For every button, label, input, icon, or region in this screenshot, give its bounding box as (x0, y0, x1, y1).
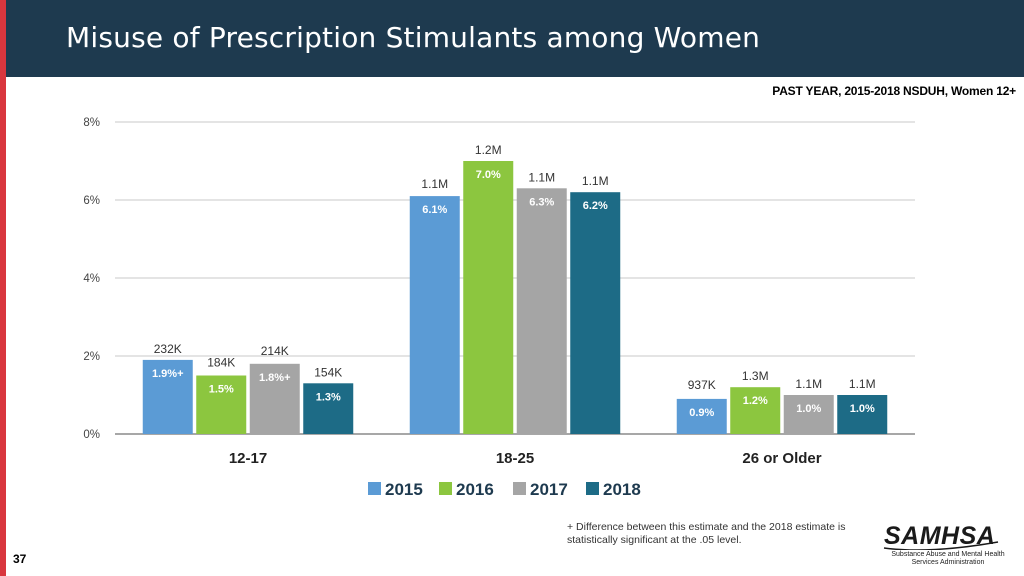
bar-value-label: 1.3% (316, 391, 341, 403)
bar (676, 398, 727, 434)
legend-label: 2015 (385, 480, 423, 499)
page-title: Misuse of Prescription Stimulants among … (66, 21, 761, 54)
header-bar: Misuse of Prescription Stimulants among … (0, 0, 1024, 77)
bar (303, 383, 354, 434)
x-category-label: 26 or Older (742, 450, 821, 467)
bar (249, 363, 300, 434)
page-number: 37 (13, 552, 27, 566)
logo-swoosh-icon (883, 541, 999, 550)
y-tick-label: 0% (83, 429, 100, 441)
bar (837, 395, 888, 434)
legend-label: 2016 (456, 480, 494, 499)
legend-swatch (513, 482, 526, 495)
bar (142, 359, 193, 434)
bar-count-label: 214K (261, 344, 289, 358)
bar (196, 375, 247, 434)
bar-count-label: 1.2M (475, 143, 502, 157)
bar-value-label: 1.9%+ (152, 368, 184, 380)
legend-swatch (368, 482, 381, 495)
bar-value-label: 0.9% (689, 407, 714, 419)
bar-count-label: 1.1M (421, 177, 448, 191)
bar-value-label: 6.1% (422, 204, 447, 216)
bar-value-label: 1.0% (796, 403, 821, 415)
bar (783, 395, 834, 434)
footnote: + Difference between this estimate and t… (567, 521, 846, 546)
x-category-label: 18-25 (496, 450, 534, 467)
bar-value-label: 1.0% (850, 403, 875, 415)
accent-bar (0, 0, 6, 576)
bar-count-label: 1.3M (742, 369, 769, 383)
legend-label: 2018 (603, 480, 641, 499)
bar-count-label: 937K (688, 378, 716, 392)
bar (730, 387, 781, 434)
bar-count-label: 184K (207, 356, 235, 370)
x-category-label: 12-17 (229, 450, 267, 467)
y-tick-label: 2% (83, 351, 100, 363)
chart-subtitle: PAST YEAR, 2015-2018 NSDUH, Women 12+ (772, 84, 1016, 98)
bar (516, 188, 567, 434)
bar-chart: 0% 2% 4% 6% 8% 1.9%+ 232K 1.5% 184K 1.8%+ 214K 1.3%… (83, 117, 915, 499)
y-tick-label: 8% (83, 117, 100, 129)
logo-tagline: Substance Abuse and Mental Health Servic… (891, 551, 1005, 566)
bar (409, 196, 460, 434)
legend-label: 2017 (530, 480, 568, 499)
bar-value-label: 1.5% (209, 384, 234, 396)
bar (463, 161, 514, 434)
bar-count-label: 1.1M (582, 174, 609, 188)
bar-value-label: 7.0% (476, 169, 501, 181)
bar-count-label: 232K (154, 342, 182, 356)
legend-swatch (439, 482, 452, 495)
bar-value-label: 1.2% (743, 395, 768, 407)
bar-count-label: 1.1M (795, 377, 822, 391)
bar-value-label: 6.2% (583, 200, 608, 212)
legend-swatch (586, 482, 599, 495)
bar-count-label: 154K (314, 365, 342, 379)
bar-count-label: 1.1M (528, 170, 555, 184)
samhsa-logo: SAMHSA Substance Abuse and Mental Health… (870, 520, 1006, 570)
bar-value-label: 6.3% (529, 196, 554, 208)
logo-name: SAMHSA (884, 522, 996, 550)
y-tick-label: 6% (83, 195, 100, 207)
bar-count-label: 1.1M (849, 377, 876, 391)
y-tick-label: 4% (83, 273, 100, 285)
bar (570, 192, 621, 434)
bar-value-label: 1.8%+ (259, 372, 291, 384)
